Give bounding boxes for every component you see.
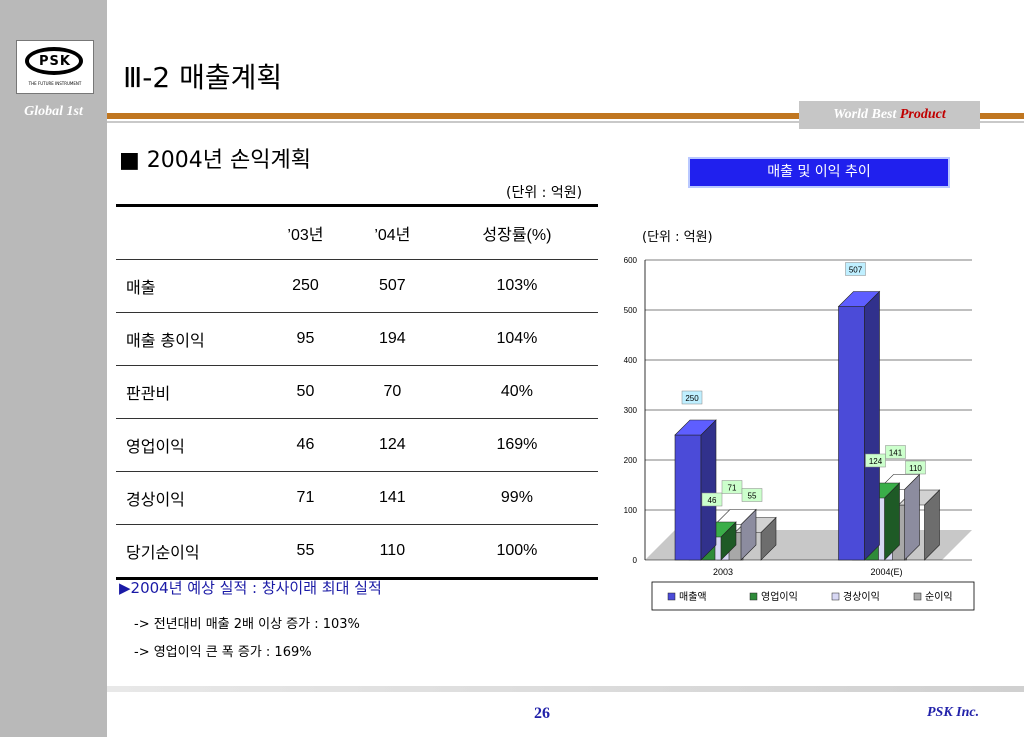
note-detail: -> 영업이익 큰 폭 증가 : 169% [134, 645, 312, 660]
profit-plan-table: ’03년 ’04년 성장률(%) 매출 250 507 103% 매출 총이익 … [116, 204, 598, 580]
row-label: 매출 [116, 259, 262, 313]
data-label-box [681, 390, 703, 405]
logo-subtext: THE FUTURE INSTRUMENT [28, 81, 82, 86]
table-row: 경상이익 71 141 99% [116, 471, 598, 525]
cell-growth: 100% [435, 524, 598, 580]
legend-label: 순이익 [925, 591, 953, 603]
note-highlight: ▶2004년 예상 실적 : 창사이래 최대 실적 [119, 579, 382, 597]
legend-swatch [831, 592, 840, 601]
y-tick-label: 500 [624, 306, 638, 315]
cell-2003: 46 [262, 418, 349, 472]
bar-side [864, 290, 880, 561]
cell-2003: 95 [262, 312, 349, 366]
chart-title: 매출 및 이익 추이 [688, 157, 950, 188]
cell-growth: 104% [435, 312, 598, 366]
header-divider [107, 113, 1024, 119]
data-label: 46 [708, 496, 717, 505]
table-header-cell: 성장률(%) [435, 205, 598, 260]
data-label-box [701, 492, 723, 507]
data-label: 141 [889, 449, 903, 458]
logo-text: PSK [39, 54, 71, 69]
y-tick-label: 0 [633, 556, 638, 565]
cell-growth: 40% [435, 365, 598, 419]
table-row: 영업이익 46 124 169% [116, 418, 598, 472]
data-label: 110 [909, 464, 922, 473]
table-row: 매출 250 507 103% [116, 259, 598, 313]
x-tick-label: 2004(E) [870, 567, 902, 577]
cell-2004: 124 [348, 418, 436, 472]
row-label: 당기순이익 [116, 524, 262, 580]
bar-side [700, 419, 717, 561]
table-header-cell: ’04년 [348, 205, 436, 260]
cell-growth: 99% [435, 471, 598, 525]
page-title: Ⅲ-2 매출계획 [123, 61, 283, 94]
company-name: PSK Inc. [927, 705, 980, 720]
data-label: 71 [728, 484, 737, 493]
bar-top [674, 419, 717, 436]
cell-2004: 507 [348, 259, 436, 313]
header-divider-shadow [107, 121, 1024, 123]
x-tick-label: 2003 [713, 567, 733, 577]
table-header-row: ’03년 ’04년 성장률(%) [116, 205, 598, 260]
cell-growth: 103% [435, 259, 598, 313]
bar [674, 434, 702, 561]
legend-label: 매출액 [679, 591, 707, 603]
page-number: 26 [534, 705, 550, 722]
y-tick-label: 200 [624, 456, 638, 465]
bar-top [837, 291, 881, 307]
y-tick-label: 300 [624, 406, 638, 415]
y-tick-label: 400 [624, 356, 638, 365]
banner-text-a: World Best [833, 107, 900, 122]
cell-2003: 50 [262, 365, 349, 419]
logo-oval-icon [25, 47, 83, 75]
row-label: 판관비 [116, 365, 262, 419]
data-label-box [885, 445, 906, 459]
row-label: 영업이익 [116, 418, 262, 472]
data-label: 507 [849, 266, 863, 275]
bar [838, 306, 865, 561]
world-best-banner: World Best Product [799, 101, 980, 129]
cell-2003: 55 [262, 524, 349, 580]
sidebar: PSK THE FUTURE INSTRUMENT Global 1st [0, 0, 107, 737]
cell-2004: 70 [348, 365, 436, 419]
cell-2003: 250 [262, 259, 349, 313]
table-unit-label: (단위 : 억원) [506, 185, 583, 201]
legend-label: 영업이익 [761, 590, 798, 603]
data-label-box [905, 460, 926, 475]
row-label: 경상이익 [116, 471, 262, 525]
section-title: ■ 2004년 손익계획 [119, 148, 311, 173]
psk-logo: PSK THE FUTURE INSTRUMENT [16, 40, 94, 94]
cell-2004: 194 [348, 312, 436, 366]
data-label: 250 [685, 394, 699, 403]
y-tick-label: 100 [624, 506, 638, 515]
legend-swatch [913, 592, 922, 601]
data-label: 55 [748, 492, 757, 501]
data-label: 124 [869, 457, 883, 466]
table-row: 판관비 50 70 40% [116, 365, 598, 419]
data-label-box [845, 262, 866, 276]
cell-2003: 71 [262, 471, 349, 525]
legend-swatch [749, 592, 758, 601]
cell-2004: 141 [348, 471, 436, 525]
footer-divider [107, 686, 1024, 692]
data-label-box [865, 453, 886, 468]
legend-swatch [667, 592, 676, 601]
banner-text-b: Product [899, 107, 946, 122]
row-label: 매출 총이익 [116, 312, 262, 366]
cell-2004: 110 [348, 524, 436, 580]
chart-unit-label: (단위 : 억원) [642, 230, 713, 245]
sidebar-tagline: Global 1st [24, 104, 83, 119]
cell-growth: 169% [435, 418, 598, 472]
data-label-box [741, 488, 763, 502]
y-tick-label: 600 [624, 256, 638, 265]
table-header-cell [116, 205, 262, 260]
table-header-cell: ’03년 [262, 205, 349, 260]
legend-label: 경상이익 [843, 590, 880, 603]
table-row: 매출 총이익 95 194 104% [116, 312, 598, 366]
note-detail: -> 전년대비 매출 2배 이상 증가 : 103% [134, 617, 360, 632]
table-row: 당기순이익 55 110 100% [116, 524, 598, 580]
revenue-profit-bar-chart: (단위 : 억원) 0 100 200 300 400 500 600 250 46 71 55 200… [624, 230, 975, 611]
data-label-box [721, 480, 743, 494]
